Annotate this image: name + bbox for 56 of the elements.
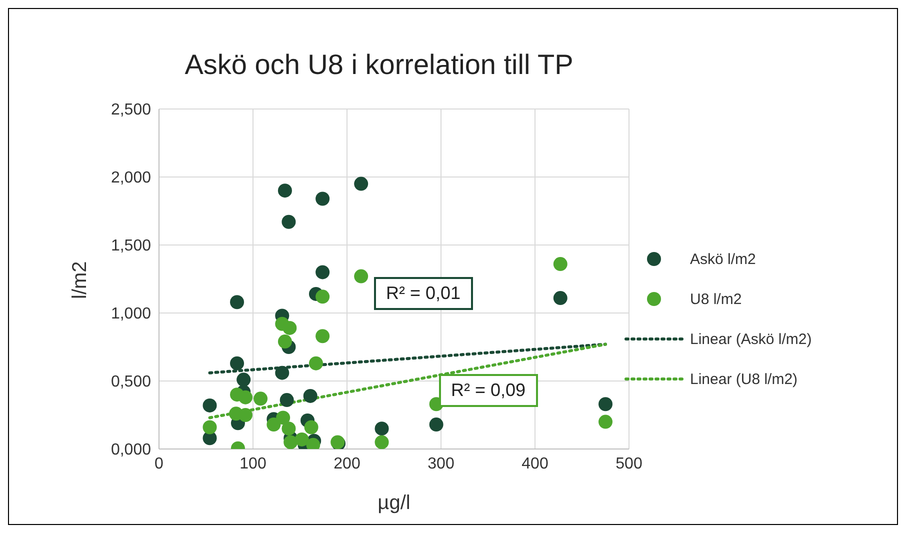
y-tick-label: 0,000 <box>110 442 152 459</box>
point <box>282 422 296 436</box>
point <box>316 329 330 344</box>
point <box>354 269 368 284</box>
point <box>354 176 368 191</box>
point <box>236 372 251 387</box>
point <box>553 291 568 306</box>
annotation: R² = 0,01 <box>374 277 473 310</box>
point <box>278 334 292 349</box>
x-tick-label: 400 <box>522 455 548 472</box>
point <box>553 257 568 272</box>
point <box>308 356 323 370</box>
point <box>374 422 389 436</box>
point <box>276 410 290 425</box>
y-tick-label: 1,500 <box>110 238 152 255</box>
x-tick-label: 500 <box>616 455 642 472</box>
point <box>284 435 298 449</box>
x-axis-title: µg/l <box>378 492 410 514</box>
chart-title: Askö och U8 i korrelation till TP <box>184 49 574 81</box>
point <box>230 295 244 310</box>
y-tick-label: 2,000 <box>110 170 152 187</box>
annotation: R² = 0,09 <box>439 374 538 407</box>
point <box>316 265 330 280</box>
x-tick-label: 200 <box>334 455 360 472</box>
point <box>303 388 318 403</box>
point <box>278 184 292 198</box>
point <box>304 420 318 434</box>
point <box>598 397 612 412</box>
y-tick-label: 2,500 <box>110 102 152 119</box>
point <box>202 420 217 434</box>
point <box>280 393 294 408</box>
point <box>316 192 330 206</box>
point <box>238 390 252 404</box>
point <box>294 432 309 446</box>
point <box>598 414 612 429</box>
legend-label: U8 l/m2 <box>690 290 742 308</box>
legend-label: Linear (U8 l/m2) <box>690 370 798 388</box>
point <box>266 418 281 432</box>
x-tick-label: 0 <box>154 455 164 472</box>
point <box>316 290 330 304</box>
y-axis-title: l/m2 <box>69 261 92 299</box>
point <box>374 435 389 449</box>
point <box>282 320 297 335</box>
legend-label: Linear (Askö l/m2) <box>690 330 812 348</box>
point <box>429 418 444 432</box>
point <box>254 392 268 406</box>
point <box>202 398 217 412</box>
legend-label: Askö l/m2 <box>690 250 756 268</box>
point <box>282 214 296 229</box>
point <box>275 366 290 380</box>
y-tick-label: 1,000 <box>110 306 152 323</box>
point <box>238 408 252 422</box>
x-tick-label: 300 <box>428 455 454 472</box>
x-tick-label: 100 <box>240 455 266 472</box>
y-tick-label: 0,500 <box>110 374 152 391</box>
point <box>230 356 244 370</box>
